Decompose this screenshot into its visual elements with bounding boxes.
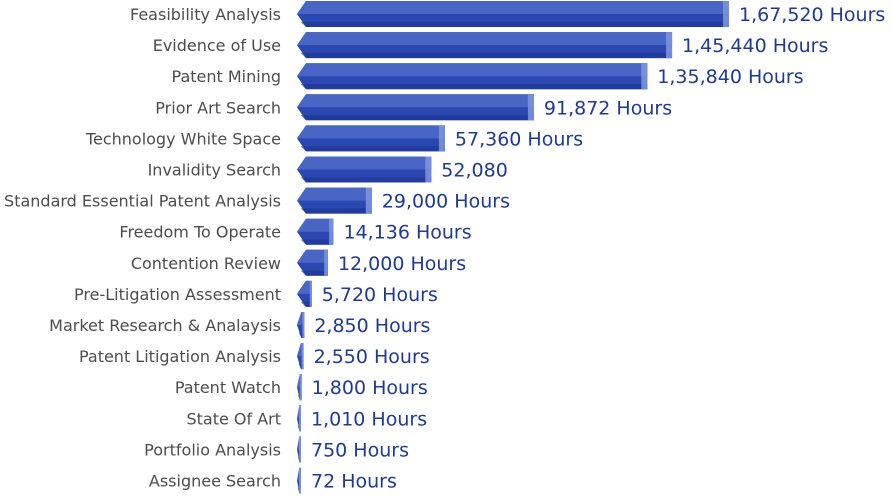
category-label: Standard Essential Patent Analysis xyxy=(4,192,281,211)
bar-end-cap xyxy=(299,436,301,463)
bar-end-cap xyxy=(309,280,312,307)
bar xyxy=(297,467,301,494)
category-label: Evidence of Use xyxy=(153,36,281,55)
category-label: Freedom To Operate xyxy=(119,223,281,242)
data-label: 29,000 Hours xyxy=(382,191,510,213)
data-label: 2,550 Hours xyxy=(314,346,430,368)
category-label: Market Research & Analaysis xyxy=(49,316,281,335)
data-labels: 1,67,520 Hours 1,45,440 Hours 1,35,840 Hou… xyxy=(311,4,885,493)
category-label: Prior Art Search xyxy=(155,98,281,117)
bar-end-cap xyxy=(324,249,328,276)
bar-bottom-facet xyxy=(300,52,673,59)
bar xyxy=(297,156,432,183)
bar-top-facet xyxy=(297,94,534,108)
bar-bottom-facet xyxy=(300,21,729,27)
data-label: 1,800 Hours xyxy=(312,377,428,399)
bar-end-cap xyxy=(425,156,432,183)
bar-end-cap xyxy=(438,125,445,152)
bar-end-cap xyxy=(666,32,673,59)
data-label: 2,850 Hours xyxy=(314,315,430,337)
bar-top-facet xyxy=(297,218,334,232)
category-label: Pre-Litigation Assessment xyxy=(74,285,281,304)
bar-top-facet xyxy=(297,125,445,139)
bar xyxy=(297,249,328,276)
bar-end-cap xyxy=(365,187,372,214)
bar-bottom-facet xyxy=(300,84,648,90)
bar xyxy=(297,32,673,59)
category-label: State Of Art xyxy=(186,409,281,428)
category-label: Patent Watch xyxy=(175,378,281,397)
category-label: Assignee Search xyxy=(149,472,281,491)
bar-bottom-facet xyxy=(300,115,534,121)
data-label: 14,136 Hours xyxy=(343,222,471,244)
category-labels: Feasibility Analysis Evidence of Use Paten… xyxy=(4,5,281,491)
bar-top-facet xyxy=(297,156,432,170)
bar-bottom-facet xyxy=(300,177,432,183)
bar xyxy=(297,187,372,214)
bar-end-cap xyxy=(527,94,534,121)
bar-end-cap xyxy=(299,374,302,401)
category-label: Portfolio Analysis xyxy=(144,440,281,459)
bars xyxy=(297,1,729,494)
bar-bottom-facet xyxy=(300,270,328,276)
bar-end-cap xyxy=(723,1,729,27)
bar-end-cap xyxy=(329,218,334,245)
bar-end-cap xyxy=(299,405,301,432)
data-label: 750 Hours xyxy=(311,439,409,461)
data-label: 1,67,520 Hours xyxy=(739,4,885,26)
bar-top-facet xyxy=(297,1,729,14)
data-label: 1,45,440 Hours xyxy=(682,35,828,57)
bar-bottom-facet xyxy=(300,146,445,152)
bar-top-facet xyxy=(297,187,372,201)
bar-bottom-facet xyxy=(300,208,372,214)
bar-top-facet xyxy=(297,32,673,46)
category-label: Contention Review xyxy=(131,254,281,273)
data-label: 1,010 Hours xyxy=(311,408,427,430)
category-label: Patent Mining xyxy=(172,67,281,86)
data-label: 5,720 Hours xyxy=(322,284,438,306)
bar-end-cap xyxy=(641,63,648,90)
bar xyxy=(297,63,648,90)
bar-top-facet xyxy=(297,280,312,294)
bar-end-cap xyxy=(299,467,301,494)
bar-end-cap xyxy=(301,343,304,370)
bar-bottom-facet xyxy=(300,301,312,307)
bar xyxy=(297,94,534,121)
bar xyxy=(297,343,304,370)
data-label: 72 Hours xyxy=(311,471,397,493)
data-label: 12,000 Hours xyxy=(338,253,466,275)
bar xyxy=(297,1,729,27)
bar xyxy=(297,436,301,463)
bar xyxy=(297,312,305,338)
data-label: 57,360 Hours xyxy=(455,128,583,150)
bar xyxy=(297,218,334,245)
category-label: Technology White Space xyxy=(85,129,281,148)
data-label: 1,35,840 Hours xyxy=(657,66,803,88)
category-label: Feasibility Analysis xyxy=(130,5,281,24)
data-label: 91,872 Hours xyxy=(544,97,672,119)
bar xyxy=(297,280,312,307)
bar-top-facet xyxy=(297,249,328,263)
data-label: 52,080 xyxy=(441,160,507,182)
bar-end-cap xyxy=(302,312,305,338)
bar-bottom-facet xyxy=(300,239,334,245)
bar-top-facet xyxy=(297,63,648,77)
bar xyxy=(297,405,301,432)
bar xyxy=(297,125,445,152)
bar xyxy=(297,374,302,401)
category-label: Invalidity Search xyxy=(148,161,281,180)
category-label: Patent Litigation Analysis xyxy=(79,347,281,366)
